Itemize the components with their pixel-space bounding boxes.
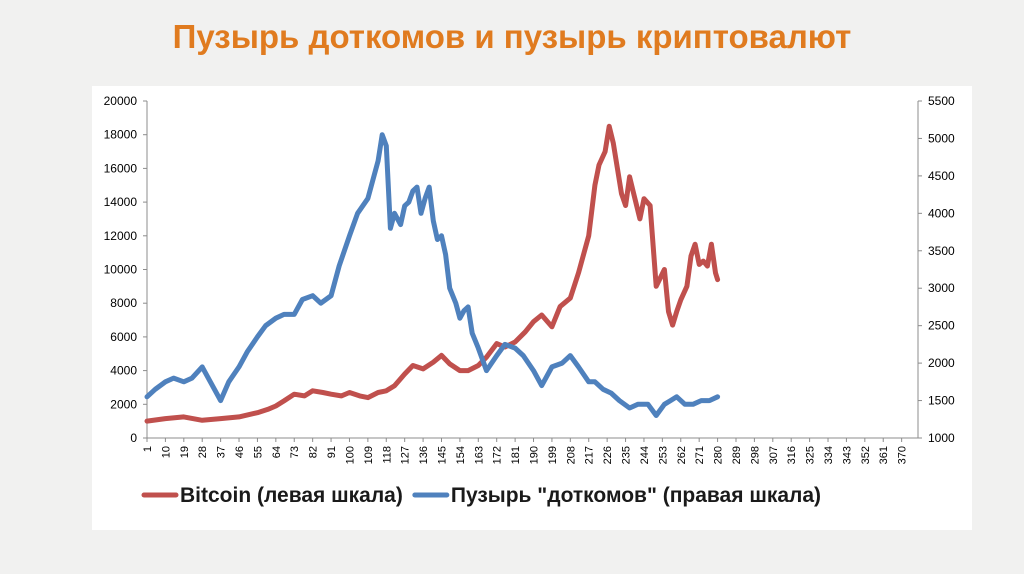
y-left-tick-label: 16000 (104, 161, 138, 175)
y-left-tick-label: 18000 (104, 128, 138, 142)
x-tick-label: 352 (860, 446, 872, 464)
y-left-tick-label: 2000 (110, 397, 137, 411)
x-tick-label: 1 (142, 446, 154, 452)
x-tick-label: 271 (694, 446, 706, 464)
x-tick-label: 10 (160, 446, 172, 458)
y-left-tick-label: 4000 (110, 364, 137, 378)
x-tick-label: 145 (436, 446, 448, 464)
y-right-tick-label: 2500 (928, 319, 955, 333)
x-tick-label: 109 (363, 446, 375, 464)
x-tick-label: 127 (400, 446, 412, 464)
x-tick-label: 343 (841, 446, 853, 464)
x-tick-label: 28 (197, 446, 209, 458)
y-right-tick-label: 3000 (928, 281, 955, 295)
x-tick-label: 82 (308, 446, 320, 458)
x-tick-label: 253 (657, 446, 669, 464)
y-left-tick-label: 12000 (104, 229, 138, 243)
x-tick-label: 100 (344, 446, 356, 464)
y-right-tick-label: 3500 (928, 244, 955, 258)
y-left-tick-label: 20000 (104, 94, 138, 108)
x-tick-label: 181 (510, 446, 522, 464)
y-left-tick-label: 0 (130, 431, 137, 445)
x-tick-label: 55 (252, 446, 264, 458)
x-tick-label: 64 (271, 446, 283, 458)
y-left-tick-label: 6000 (110, 330, 137, 344)
x-tick-label: 19 (179, 446, 191, 458)
y-left-tick-label: 8000 (110, 296, 137, 310)
y-right-tick-label: 1500 (928, 394, 955, 408)
x-tick-label: 280 (713, 446, 725, 464)
x-tick-label: 91 (326, 446, 338, 458)
legend-label-dotcom: Пузырь "доткомов" (правая шкала) (451, 484, 821, 507)
line-chart: 0200040006000800010000120001400016000180… (104, 94, 955, 507)
y-right-tick-label: 1000 (928, 431, 955, 445)
x-tick-label: 154 (455, 446, 467, 464)
x-tick-label: 289 (731, 446, 743, 464)
x-tick-label: 361 (878, 446, 890, 464)
y-right-tick-label: 5500 (928, 94, 955, 108)
x-tick-label: 73 (289, 446, 301, 458)
chart-panel: 0 2000 4000 6000 8000 10000 12000 14000 16000 180… (92, 86, 972, 530)
x-tick-label: 226 (602, 446, 614, 464)
x-tick-label: 172 (492, 446, 504, 464)
x-tick-label: 190 (529, 446, 541, 464)
bitcoin-series-line (144, 123, 721, 424)
y-right-tick-label: 4000 (928, 206, 955, 220)
x-tick-label: 307 (768, 446, 780, 464)
x-tick-label: 325 (805, 446, 817, 464)
x-tick-label: 370 (897, 446, 909, 464)
x-tick-label: 298 (749, 446, 761, 464)
y-left-tick-label: 10000 (104, 263, 138, 277)
x-tick-label: 46 (234, 446, 246, 458)
x-tick-label: 244 (639, 446, 651, 464)
legend-label-bitcoin: Bitcoin (левая шкала) (180, 484, 403, 507)
x-tick-label: 262 (676, 446, 688, 464)
x-tick-label: 136 (418, 446, 430, 464)
x-tick-label: 316 (786, 446, 798, 464)
x-tick-label: 37 (216, 446, 228, 458)
y-right-tick-label: 2000 (928, 356, 955, 370)
x-tick-label: 199 (547, 446, 559, 464)
dotcom-series-line (144, 132, 721, 418)
y-left-tick-label: 14000 (104, 195, 138, 209)
y-right-tick-label: 4500 (928, 169, 955, 183)
x-tick-label: 334 (823, 446, 835, 464)
x-tick-label: 235 (621, 446, 633, 464)
x-tick-label: 208 (565, 446, 577, 464)
x-tick-label: 217 (584, 446, 596, 464)
x-tick-label: 163 (473, 446, 485, 464)
slide-title: Пузырь доткомов и пузырь криптовалют (172, 18, 852, 55)
x-tick-label: 118 (381, 446, 393, 464)
y-right-tick-label: 5000 (928, 131, 955, 145)
